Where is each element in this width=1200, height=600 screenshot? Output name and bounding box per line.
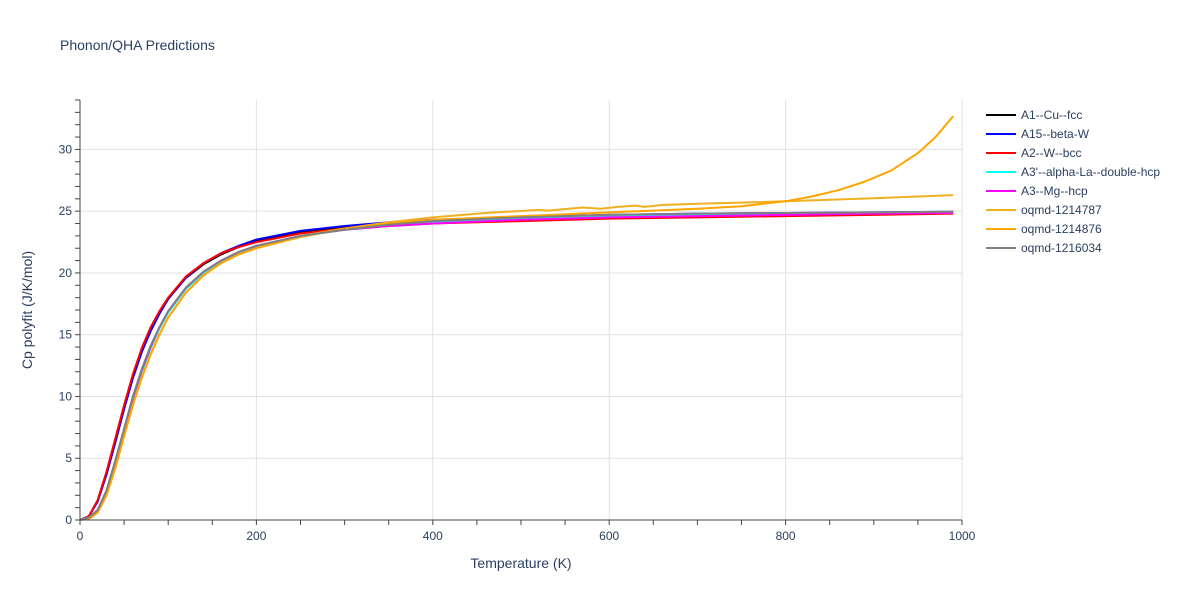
y-tick-label: 30 — [59, 142, 73, 156]
x-tick-label: 0 — [77, 529, 84, 543]
x-tick-labels: 0 200 400 600 800 1000 — [77, 529, 976, 543]
series-line — [79, 210, 954, 521]
legend-label: A1--Cu--fcc — [1021, 108, 1082, 122]
y-tick-labels: 0 5 10 15 20 25 30 — [59, 142, 73, 527]
y-tick-label: 0 — [65, 513, 72, 527]
legend-label: A2--W--bcc — [1021, 146, 1081, 160]
legend-label: A3--Mg--hcp — [1021, 184, 1088, 198]
y-tick-label: 15 — [59, 328, 73, 342]
y-tick-label: 20 — [59, 266, 73, 280]
legend-label: oqmd-1214876 — [1021, 222, 1102, 236]
x-tick-label: 200 — [246, 529, 266, 543]
y-tick-label: 25 — [59, 204, 73, 218]
legend-label: A3'--alpha-La--double-hcp — [1021, 165, 1160, 179]
y-axis-title: Cp polyfit (J/K/mol) — [19, 251, 35, 369]
series-line — [79, 212, 954, 521]
chart-title: Phonon/QHA Predictions — [60, 37, 215, 53]
x-axis-title: Temperature (K) — [470, 555, 571, 571]
legend: A1--Cu--fcc A15--beta-W A2--W--bcc A3'--alp… — [986, 108, 1160, 255]
series-lines — [79, 115, 954, 521]
legend-label: oqmd-1214787 — [1021, 203, 1102, 217]
x-tick-label: 400 — [423, 529, 443, 543]
minor-ticks — [75, 99, 963, 525]
y-tick-label: 5 — [65, 451, 72, 465]
x-tick-label: 1000 — [949, 529, 976, 543]
legend-label: A15--beta-W — [1021, 127, 1090, 141]
x-tick-label: 800 — [776, 529, 796, 543]
series-line — [79, 115, 954, 521]
x-tick-label: 600 — [599, 529, 619, 543]
y-tick-label: 10 — [59, 389, 73, 403]
legend-label: oqmd-1216034 — [1021, 241, 1102, 255]
